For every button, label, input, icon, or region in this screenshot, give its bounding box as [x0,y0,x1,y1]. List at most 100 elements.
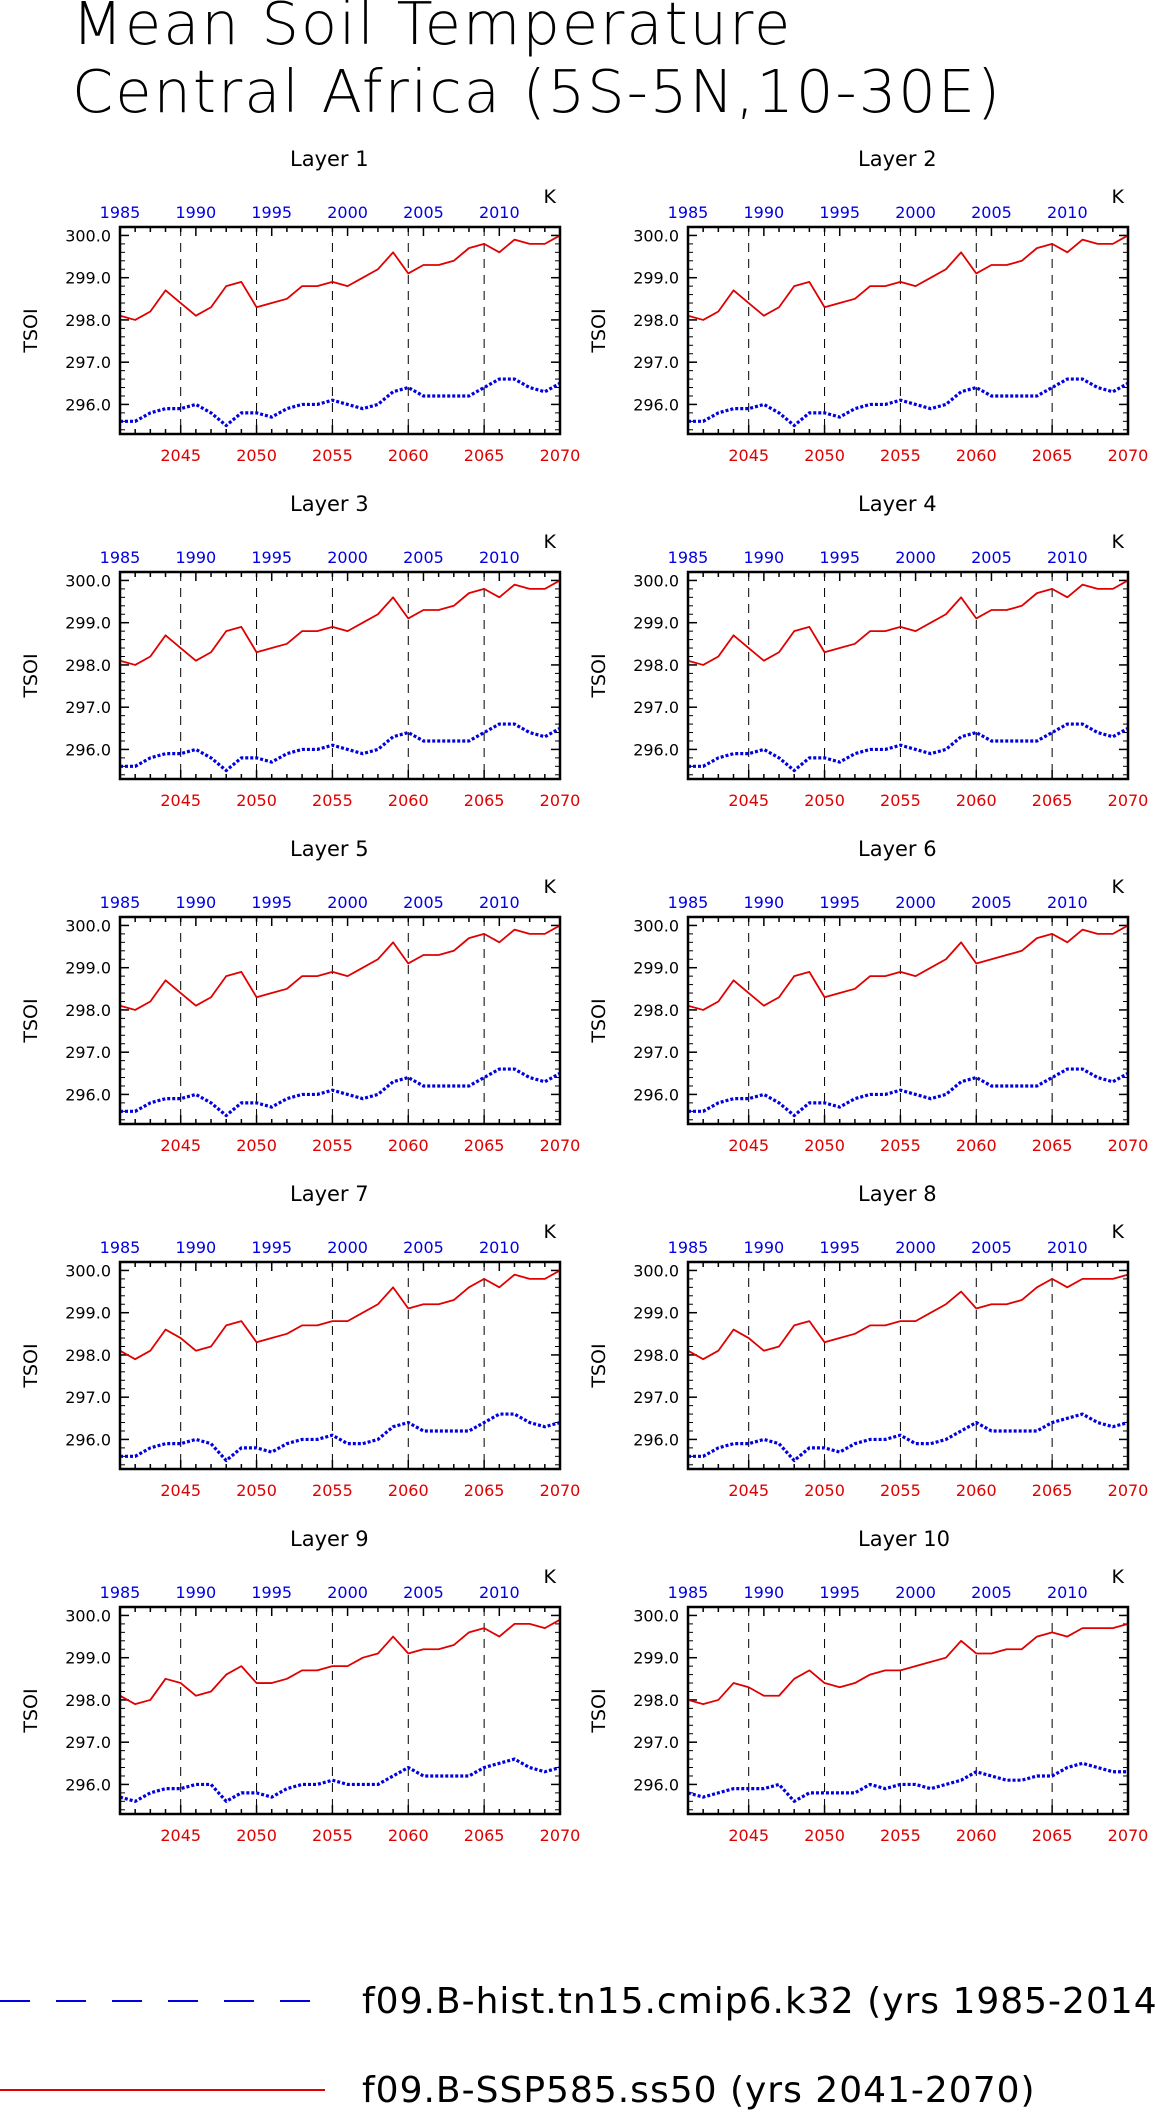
x-tick-label-bottom: 2050 [236,791,277,810]
x-tick-label-bottom: 2055 [312,1136,353,1155]
x-tick-label-top: 1995 [251,203,292,222]
y-tick-label: 297.0 [65,1733,111,1752]
units-label: K [544,531,557,553]
y-tick-label: 297.0 [633,698,679,717]
x-tick-label-bottom: 2065 [1032,1481,1073,1500]
x-tick-label-top: 2000 [895,203,936,222]
panel-title: Layer 3 [290,492,369,516]
x-tick-label-top: 2010 [1047,893,1088,912]
y-axis-label: TSOI [20,998,42,1043]
x-tick-label-bottom: 2070 [540,1826,581,1845]
x-tick-label-bottom: 2050 [236,1136,277,1155]
units-label: K [1112,1566,1125,1588]
x-tick-label-bottom: 2065 [464,791,505,810]
series-line-future [119,924,561,1011]
y-tick-label: 299.0 [65,1304,111,1323]
x-tick-label-bottom: 2045 [160,1481,201,1500]
x-tick-label-bottom: 2060 [388,791,429,810]
y-tick-label: 299.0 [633,959,679,978]
y-tick-label: 300.0 [65,1606,111,1625]
series-line-future [119,234,561,321]
x-tick-label-bottom: 2050 [236,446,277,465]
x-tick-label-bottom: 2065 [1032,791,1073,810]
y-tick-label: 296.0 [633,1430,679,1449]
plot-frame [118,1605,562,1816]
x-tick-label-bottom: 2055 [880,1481,921,1500]
x-tick-label-bottom: 2055 [312,1826,353,1845]
x-tick-label-top: 2000 [327,203,368,222]
legend: f09.B-hist.tn15.cmip6.k32 (yrs 1985-2014… [0,1981,1155,2111]
x-tick-label-top: 2005 [971,893,1012,912]
panel-title: Layer 5 [290,837,369,861]
panel-layer-6: Layer 6 2045 2050 2055 2060 2065 2070 1985 1990 1… [588,837,1148,1155]
series-line-historical [688,377,1129,428]
series-line-future [687,579,1129,666]
plot-frame [118,915,562,1126]
series-line-historical [688,1412,1129,1463]
panel-layer-9: Layer 9 2045 2050 2055 2060 2065 2070 1985 1990 1… [20,1527,580,1845]
x-tick-label-bottom: 2045 [160,1826,201,1845]
units-label: K [1112,1221,1125,1243]
x-tick-label-bottom: 2050 [236,1481,277,1500]
x-tick-label-top: 2000 [895,1583,936,1602]
units-label: K [544,1221,557,1243]
series-line-future [687,1273,1129,1361]
x-tick-label-top: 2005 [403,203,444,222]
x-tick-label-top: 1990 [744,548,785,567]
x-tick-label-top: 1995 [819,893,860,912]
panel-title: Layer 4 [858,492,937,516]
panel-title: Layer 2 [858,147,937,171]
x-tick-label-bottom: 2050 [804,1481,845,1500]
x-tick-label-bottom: 2065 [1032,1826,1073,1845]
x-tick-label-bottom: 2065 [1032,1136,1073,1155]
panel-layer-10: Layer 10 2045 2050 2055 2060 2065 2070 1985 1990… [588,1527,1148,1845]
y-tick-label: 300.0 [65,916,111,935]
x-tick-label-top: 2010 [1047,548,1088,567]
x-tick-label-bottom: 2055 [312,1481,353,1500]
x-tick-label-bottom: 2070 [540,1481,581,1500]
x-tick-label-top: 1995 [251,893,292,912]
y-axis-label: TSOI [20,308,42,353]
panel-title: Layer 8 [858,1182,937,1206]
x-tick-label-bottom: 2045 [728,791,769,810]
x-tick-label-bottom: 2045 [728,1826,769,1845]
x-tick-label-top: 1990 [744,203,785,222]
x-tick-label-top: 2010 [479,548,520,567]
x-tick-label-bottom: 2070 [1108,446,1149,465]
y-tick-label: 296.0 [65,1085,111,1104]
y-tick-label: 299.0 [633,1649,679,1668]
x-tick-label-top: 1995 [819,1583,860,1602]
series-line-historical [120,1412,561,1463]
y-axis-label: TSOI [20,653,42,698]
x-tick-label-top: 2000 [327,1238,368,1257]
plot-frame [118,225,562,436]
x-tick-label-bottom: 2065 [1032,446,1073,465]
x-tick-label-bottom: 2045 [728,446,769,465]
x-tick-label-bottom: 2060 [956,791,997,810]
series-line-future [687,1623,1129,1706]
x-tick-label-bottom: 2060 [956,1481,997,1500]
x-tick-label-bottom: 2055 [880,1826,921,1845]
x-tick-label-bottom: 2050 [804,1826,845,1845]
x-tick-label-top: 1990 [744,1238,785,1257]
x-tick-label-top: 1985 [668,548,709,567]
x-tick-label-bottom: 2050 [804,791,845,810]
x-tick-label-top: 1985 [668,1583,709,1602]
panel-layer-4: Layer 4 2045 2050 2055 2060 2065 2070 1985 1990 1… [588,492,1148,810]
panel-grid: Layer 1 2045 2050 2055 2060 2065 2070 1985 1990 1… [20,147,1148,1845]
x-tick-label-bottom: 2045 [160,791,201,810]
x-tick-label-top: 2010 [479,1583,520,1602]
y-axis-label: TSOI [20,1343,42,1388]
x-tick-label-bottom: 2060 [388,1481,429,1500]
y-tick-label: 298.0 [633,1001,679,1020]
y-tick-label: 298.0 [65,1691,111,1710]
x-tick-label-top: 2000 [895,893,936,912]
x-tick-label-top: 2010 [479,1238,520,1257]
units-label: K [544,876,557,898]
x-tick-label-bottom: 2055 [880,1136,921,1155]
y-tick-label: 298.0 [65,1346,111,1365]
x-tick-label-bottom: 2050 [804,1136,845,1155]
plot-frame [118,570,562,781]
x-tick-label-bottom: 2070 [540,791,581,810]
